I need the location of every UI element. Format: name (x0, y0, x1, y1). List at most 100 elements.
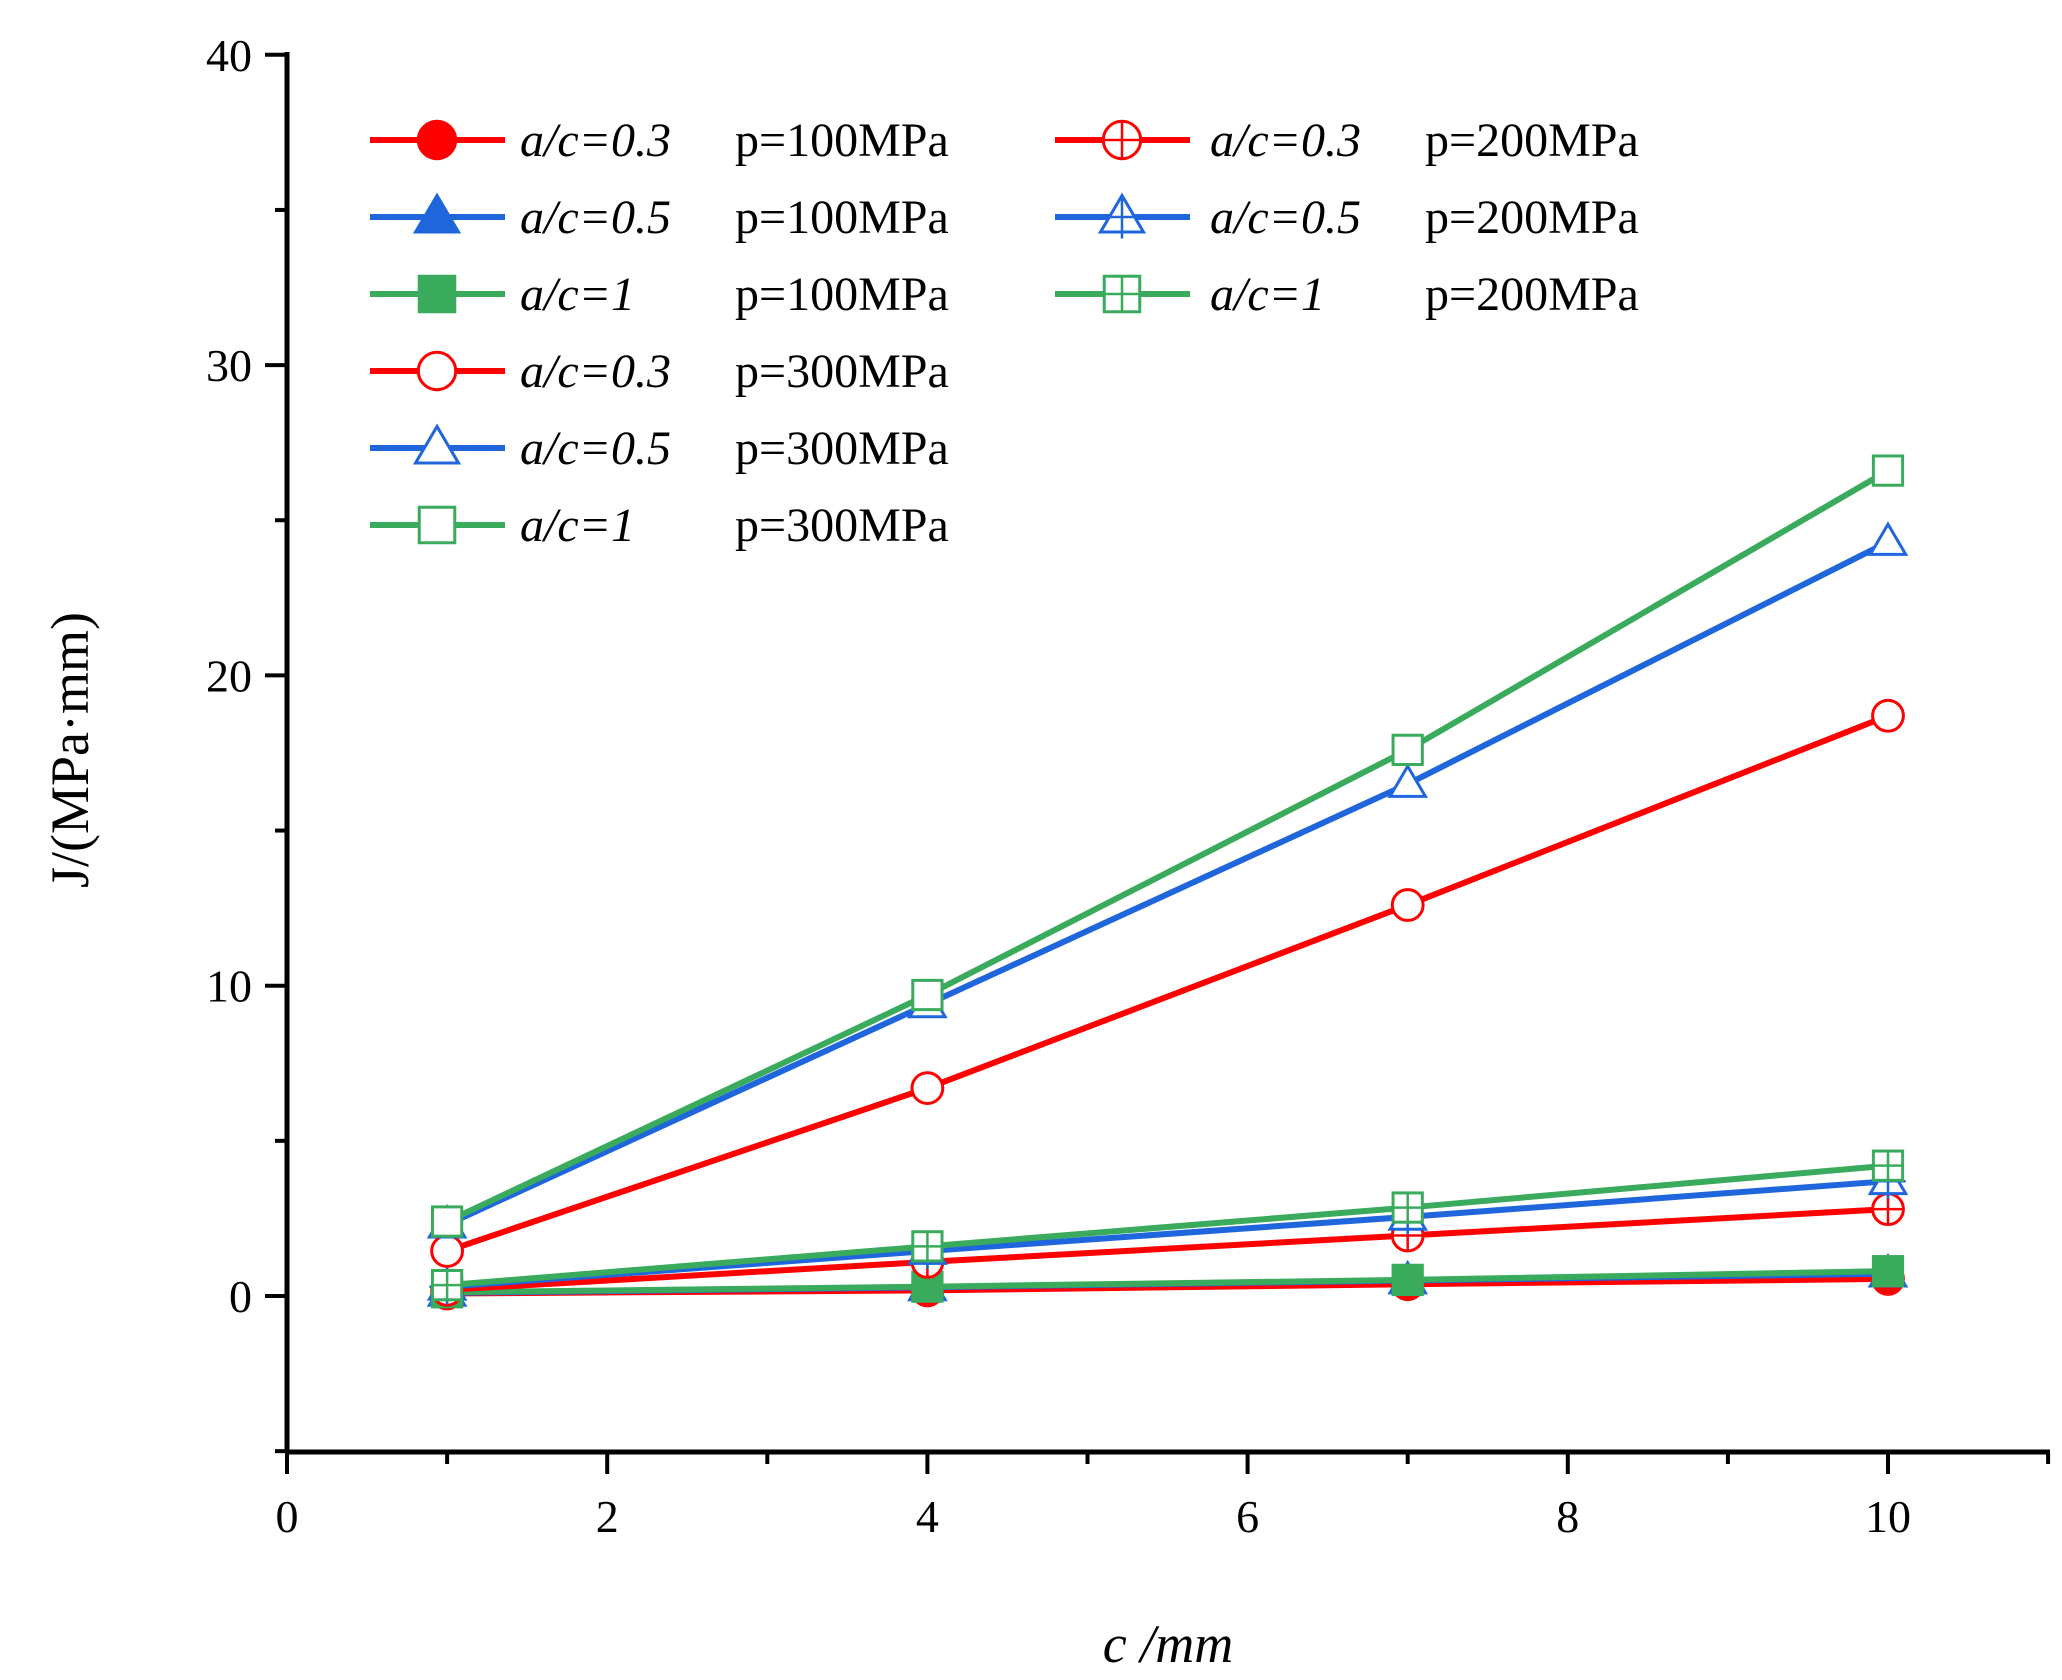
marker-square-plus (911, 1230, 944, 1263)
x-axis-title: c /mm (1103, 1614, 1233, 1674)
legend-ratio: a/c=0.3 (520, 345, 671, 398)
marker-open-circle (1871, 698, 1905, 733)
legend-item: a/c=0.3 p=200MPa (1055, 114, 1639, 167)
series-a-c-1-p-200mpa (430, 1149, 1905, 1302)
series-line (446, 1178, 1889, 1290)
legend-ratio: a/c=1 (1210, 268, 1325, 321)
legend-ratio: a/c=0.5 (1210, 191, 1361, 244)
series-a-c-1-p-300mpa (430, 454, 1905, 1238)
series-a-c-0-3-p-300mpa (430, 698, 1905, 1268)
legend-item: a/c=1 p=300MPa (370, 499, 949, 552)
marker-open-circle (416, 350, 458, 392)
marker-filled-square (417, 274, 457, 314)
circle-shape (430, 1234, 465, 1268)
legend-pressure: p=100MPa (735, 268, 949, 321)
x-tick-label: 4 (916, 1491, 939, 1542)
legend-pressure: p=300MPa (735, 345, 949, 398)
triangle-shape (1387, 763, 1429, 798)
legend-item: a/c=0.3 p=300MPa (370, 345, 949, 398)
series-line (445, 468, 1890, 1225)
marker-open-triangle (412, 423, 462, 465)
x-tick-label: 6 (1236, 1491, 1259, 1542)
series-a-c-0-5-p-300mpa (426, 521, 1909, 1239)
square-shape (1871, 1255, 1905, 1288)
legend-ratio: a/c=0.5 (520, 422, 671, 475)
marker-square-plus (1871, 1149, 1905, 1182)
legend-pressure: p=200MPa (1425, 191, 1639, 244)
legend-ratio: a/c=1 (520, 268, 635, 321)
triangle-shape (412, 192, 462, 234)
square-shape (1391, 733, 1424, 767)
marker-square-plus (430, 1269, 464, 1302)
marker-open-square (1871, 454, 1905, 487)
square-shape (911, 978, 944, 1012)
marker-square-plus (1391, 1191, 1424, 1224)
marker-open-circle (910, 1071, 945, 1105)
series-line (446, 1162, 1889, 1289)
y-tick-label: 30 (206, 340, 252, 391)
x-tick-label: 0 (276, 1491, 299, 1542)
marker-triangle-plus (1097, 192, 1147, 239)
axes (284, 52, 2050, 1455)
marker-circle-plus (1101, 119, 1143, 161)
legend-item: a/c=0.5 p=300MPa (370, 422, 949, 475)
marker-open-square (430, 1205, 464, 1238)
marker-open-triangle (1387, 763, 1429, 798)
x-tick-label: 10 (1865, 1491, 1911, 1542)
marker-open-circle (430, 1234, 465, 1268)
marker-open-square (417, 505, 457, 545)
legend-pressure: p=100MPa (735, 191, 949, 244)
legend-item: a/c=0.3 p=100MPa (370, 114, 949, 167)
y-tick-label: 10 (206, 961, 252, 1012)
circle-shape (1871, 698, 1905, 733)
series-line (445, 539, 1890, 1228)
x-ticks: 0 2 4 6 8 10 (276, 1452, 2051, 1542)
triangle-shape (1867, 521, 1909, 556)
legend-item: a/c=1 p=100MPa (370, 268, 949, 321)
legend: a/c=0.3 p=100MPa a/c=0.5 p=100MPa a/c=1 p=100… (370, 114, 1639, 552)
marker-open-square (1391, 733, 1424, 767)
circle-shape (416, 119, 458, 161)
legend-pressure: p=300MPa (735, 499, 949, 552)
y-tick-label: 20 (206, 650, 252, 701)
square-shape (417, 274, 457, 314)
marker-open-circle (1390, 888, 1425, 922)
legend-item: a/c=0.5 p=200MPa (1055, 191, 1639, 244)
square-shape (430, 1205, 464, 1238)
marker-open-triangle (1867, 521, 1909, 556)
series-line (447, 1268, 1889, 1296)
square-shape (1871, 454, 1905, 487)
y-tick-label: 40 (206, 30, 252, 81)
legend-item: a/c=1 p=200MPa (1055, 268, 1639, 321)
square-shape (1391, 1263, 1424, 1296)
x-tick-label: 2 (596, 1491, 619, 1542)
series-group (426, 454, 1909, 1311)
legend-ratio: a/c=0.5 (520, 191, 671, 244)
y-ticks: 0 10 20 30 40 (206, 30, 287, 1454)
circle-shape (910, 1071, 945, 1105)
marker-filled-circle (416, 119, 458, 161)
marker-square-plus (1102, 274, 1142, 314)
legend-ratio: a/c=0.3 (520, 114, 671, 167)
legend-pressure: p=300MPa (735, 422, 949, 475)
legend-pressure: p=200MPa (1425, 114, 1639, 167)
legend-pressure: p=200MPa (1425, 268, 1639, 321)
marker-open-square (911, 978, 944, 1012)
legend-ratio: a/c=1 (520, 499, 635, 552)
triangle-shape (412, 423, 462, 465)
series-line (446, 1206, 1889, 1293)
marker-filled-square (1871, 1255, 1905, 1288)
legend-item: a/c=0.5 p=100MPa (370, 191, 949, 244)
circle-shape (416, 350, 458, 392)
legend-pressure: p=100MPa (735, 114, 949, 167)
legend-ratio: a/c=0.3 (1210, 114, 1361, 167)
y-axis-title: J/(MPa·mm) (40, 612, 100, 888)
y-tick-label: 0 (229, 1271, 252, 1322)
circle-shape (1390, 888, 1425, 922)
x-tick-label: 8 (1556, 1491, 1579, 1542)
marker-filled-square (1391, 1263, 1424, 1296)
marker-filled-triangle (412, 192, 462, 234)
square-shape (417, 505, 457, 545)
series-line (446, 712, 1890, 1254)
